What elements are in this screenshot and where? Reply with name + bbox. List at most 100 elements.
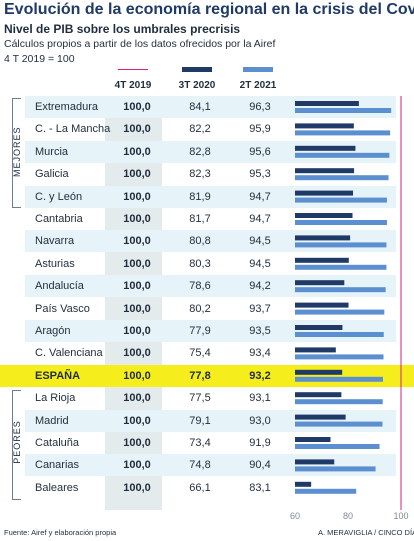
bar-2t2021 <box>295 152 390 158</box>
region-label: Cantabria <box>35 213 83 225</box>
region-label: Baleares <box>35 481 79 494</box>
value-2t2021: 91,9 <box>249 437 271 449</box>
region-label: Murcia <box>35 145 69 158</box>
value-2t2021: 94,7 <box>249 213 271 225</box>
bar-3t2020 <box>295 325 343 330</box>
source-note: Cálculos propios a partir de los datos o… <box>4 38 276 50</box>
value-3t2020: 84,1 <box>189 101 211 113</box>
table-row: C. - La Mancha 100,0 82,2 95,9 <box>25 118 396 140</box>
region-label: Cataluña <box>35 437 80 449</box>
base-note: 4 T 2019 = 100 <box>4 53 75 65</box>
value-4t2019: 100,0 <box>123 302 151 315</box>
x-tick-label: 60 <box>290 511 300 521</box>
value-3t2020: 73,4 <box>189 437 211 449</box>
bar-3t2020 <box>295 280 345 286</box>
region-label: Galicia <box>35 168 69 181</box>
value-4t2019: 100,0 <box>123 101 151 113</box>
bar-2t2021 <box>295 175 389 181</box>
bar-3t2020 <box>295 168 355 174</box>
legend-swatch-3t2020 <box>182 67 212 72</box>
bar-3t2020 <box>295 481 312 487</box>
bar-2t2021 <box>295 376 383 382</box>
bar-2t2021 <box>295 197 387 203</box>
table-row: Cataluña 100,0 73,4 91,9 <box>25 432 396 454</box>
value-4t2019: 100,0 <box>123 437 151 449</box>
table-row: Galicia 100,0 82,3 95,3 <box>25 163 396 185</box>
value-4t2019: 100,0 <box>123 213 151 225</box>
value-4t2019: 100,0 <box>123 190 151 203</box>
x-tick-label: 80 <box>343 511 353 521</box>
region-label: Navarra <box>35 235 75 248</box>
value-2t2021: 95,3 <box>249 168 271 181</box>
value-4t2019: 100,0 <box>123 257 151 270</box>
bar-2t2021 <box>295 264 387 270</box>
value-4t2019: 100,0 <box>123 414 151 427</box>
column-header-3t2020: 3T 2020 <box>178 80 216 91</box>
region-label: País Vasco <box>35 302 90 315</box>
bar-2t2021 <box>295 287 386 293</box>
value-3t2020: 80,2 <box>189 302 211 315</box>
column-header-2t2021: 2T 2021 <box>239 80 277 91</box>
region-label: ESPAÑA <box>35 369 81 382</box>
bar-3t2020 <box>295 213 353 218</box>
value-3t2020: 77,9 <box>189 325 211 337</box>
value-3t2020: 82,8 <box>189 145 211 158</box>
bar-2t2021 <box>295 354 384 360</box>
value-2t2021: 90,4 <box>249 459 271 472</box>
chart-subtitle: Nivel de PIB sobre los umbrales precrisi… <box>4 22 241 36</box>
bar-2t2021 <box>295 220 387 225</box>
bar-3t2020 <box>295 437 331 442</box>
value-4t2019: 100,0 <box>123 123 151 136</box>
value-2t2021: 83,1 <box>249 481 271 494</box>
table-row: Cantabria 100,0 81,7 94,7 <box>25 208 396 230</box>
value-2t2021: 95,6 <box>249 145 271 158</box>
region-label: Aragón <box>35 325 71 337</box>
legend-swatch-2t2021 <box>243 67 273 72</box>
value-2t2021: 93,7 <box>249 302 271 315</box>
region-label: Extremadura <box>35 101 98 113</box>
value-3t2020: 80,3 <box>189 257 211 270</box>
value-3t2020: 80,8 <box>189 235 211 248</box>
value-3t2020: 77,5 <box>189 392 211 405</box>
footer-source: Fuente: Airef y elaboración propia <box>4 528 117 537</box>
bar-3t2020 <box>295 392 342 398</box>
value-2t2021: 94,2 <box>249 280 271 293</box>
table-row: Asturias 100,0 80,3 94,5 <box>25 253 396 275</box>
bar-3t2020 <box>295 369 343 375</box>
bar-2t2021 <box>295 332 384 337</box>
value-2t2021: 96,3 <box>249 101 271 113</box>
region-label: Madrid <box>35 414 69 427</box>
legend-swatch-4t2019 <box>118 69 148 70</box>
value-4t2019: 100,0 <box>123 280 151 293</box>
base-column-shade <box>105 96 162 510</box>
column-header-4t2019: 4T 2019 <box>114 80 152 91</box>
value-3t2020: 78,6 <box>189 280 211 293</box>
value-2t2021: 95,9 <box>249 123 271 136</box>
region-label: Andalucía <box>35 280 84 293</box>
table-row: Baleares 100,0 66,1 83,1 <box>25 477 396 499</box>
bar-3t2020 <box>295 302 349 308</box>
value-4t2019: 100,0 <box>123 145 151 158</box>
value-2t2021: 94,5 <box>249 235 271 248</box>
value-2t2021: 94,7 <box>249 190 271 203</box>
table-row: C. Valenciana 100,0 75,4 93,4 <box>25 342 396 364</box>
region-label: C. Valenciana <box>35 347 103 360</box>
value-4t2019: 100,0 <box>123 235 151 248</box>
bar-3t2020 <box>295 347 336 353</box>
bar-2t2021 <box>295 242 387 248</box>
value-4t2019: 100,0 <box>123 347 151 360</box>
region-label: La Rioja <box>35 392 76 405</box>
bar-3t2020 <box>295 101 359 106</box>
value-3t2020: 77,8 <box>189 369 211 382</box>
footer-credit: A. MERAVIGLIA / CINCO DÍAS <box>318 528 414 537</box>
table-row: La Rioja 100,0 77,5 93,1 <box>25 387 396 409</box>
value-3t2020: 75,4 <box>189 347 211 360</box>
value-3t2020: 82,3 <box>189 168 211 181</box>
value-4t2019: 100,0 <box>123 369 151 382</box>
value-4t2019: 100,0 <box>123 325 151 337</box>
bar-3t2020 <box>295 235 351 241</box>
bar-2t2021 <box>295 488 357 494</box>
bar-3t2020 <box>295 414 346 420</box>
table-row: País Vasco 100,0 80,2 93,7 <box>25 298 396 320</box>
